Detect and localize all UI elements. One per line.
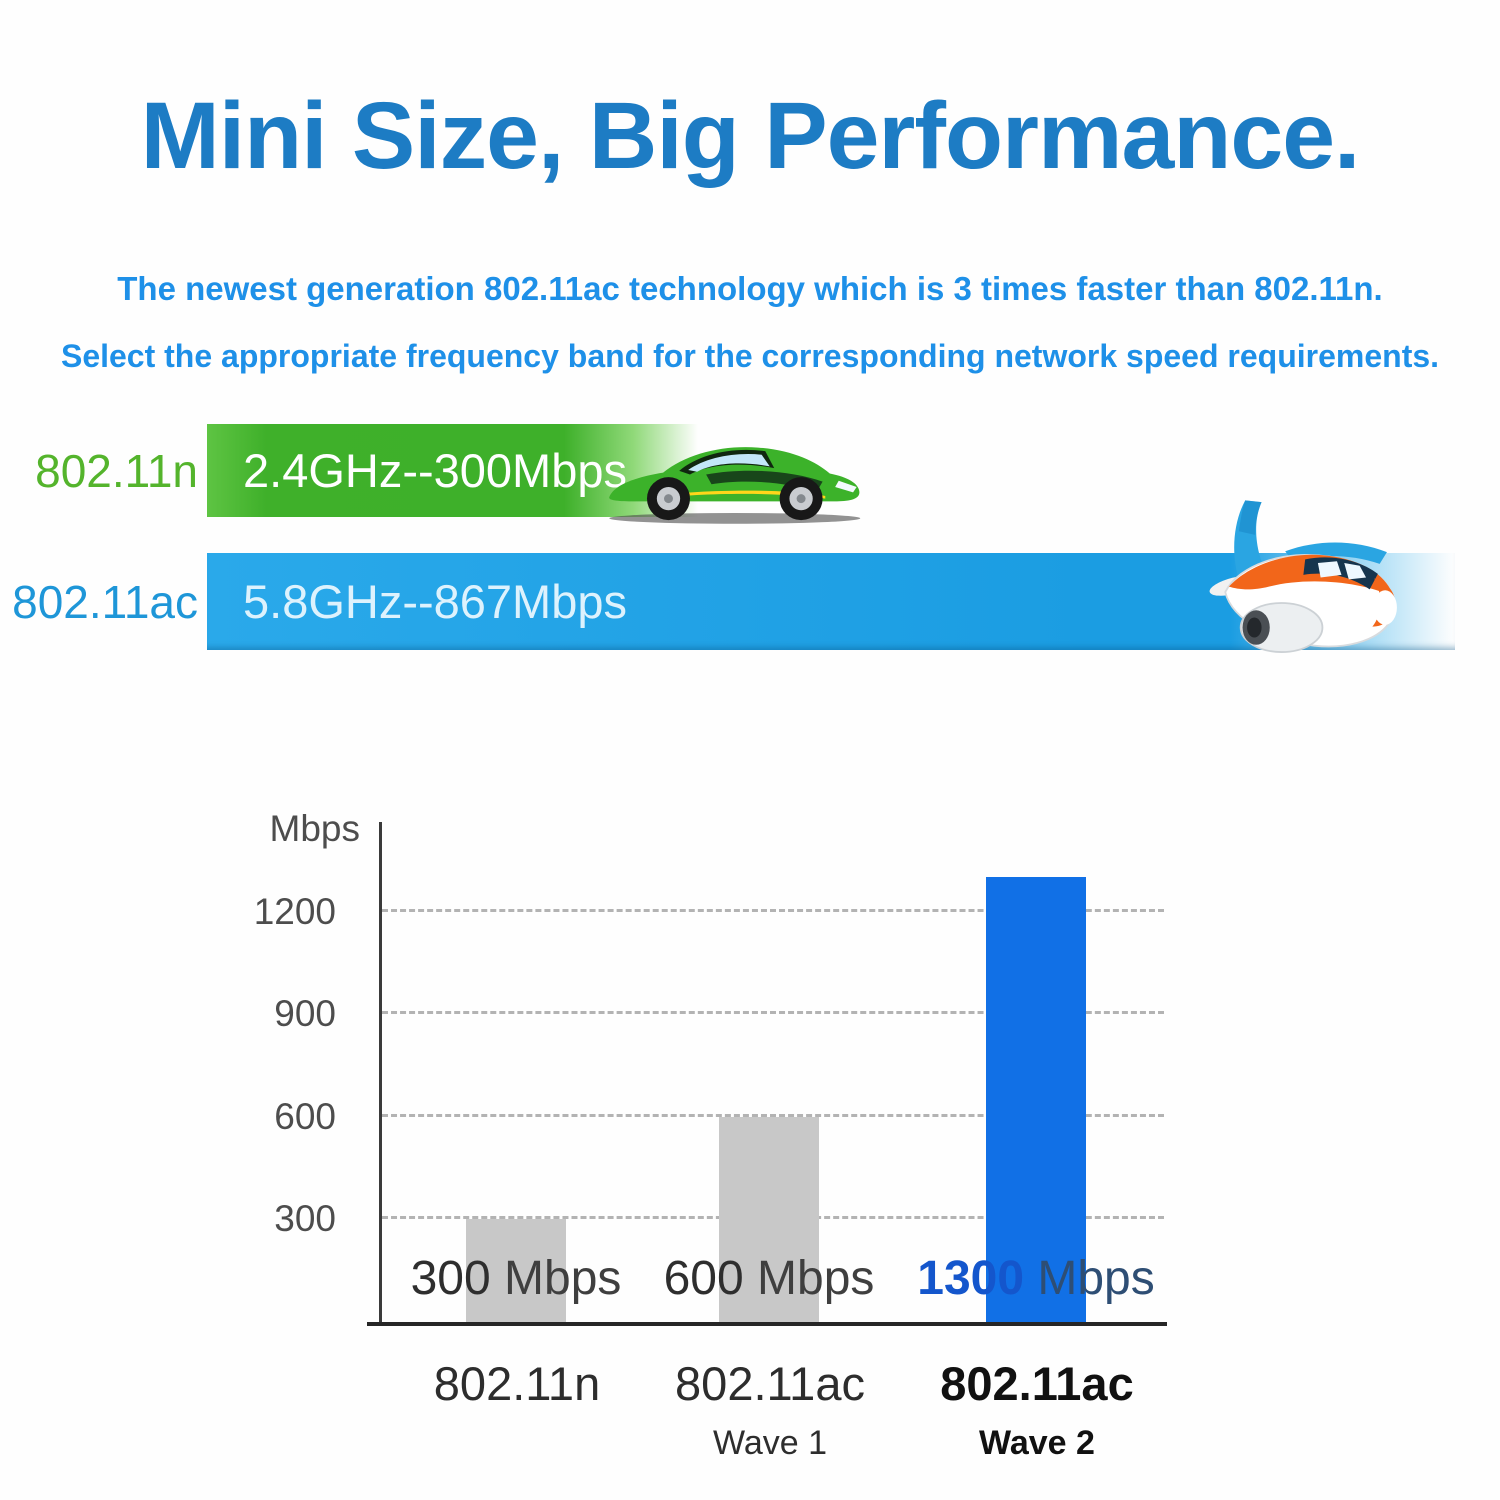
xsublabel-wave1: Wave 1 [712,1424,827,1462]
bar-80211n-rect [466,1219,566,1322]
bar-80211ac-wave2-value-label: 1300 Mbps [917,1252,1155,1305]
gridline-1200 [382,909,1164,912]
ytick-300: 300 [274,1198,336,1239]
xlabel-80211ac-wave2: 802.11ac [940,1357,1134,1410]
intro-line-1: The newest generation 802.11ac technolog… [117,270,1383,307]
chart-y-axis-line [379,822,382,1325]
chart-x-axis-line [367,1322,1167,1326]
ytick-1200: 1200 [253,891,336,932]
bar-80211ac-wave1-rect [719,1117,819,1322]
band-80211n-label: 802.11n [35,445,198,497]
xlabel-80211n: 802.11n [433,1357,601,1410]
chart-ytick-rail: 1200 900 600 300 [200,820,358,1322]
xsublabel-wave2: Wave 2 [979,1424,1095,1462]
gridline-900 [382,1011,1164,1014]
band-80211n-bar: 2.4GHz--300Mbps [207,424,703,517]
chart-y-axis-title: Mbps [269,808,360,849]
airplane-icon [1209,500,1397,653]
ytick-900: 900 [274,993,336,1034]
xlabel-80211ac-wave1: 802.11ac [675,1357,865,1410]
bar-80211n-value-label: 300 Mbps [410,1252,622,1305]
ytick-600: 600 [274,1096,336,1137]
page-title: Mini Size, Big Performance. [140,83,1361,189]
chart-plot-area: 300 Mbps 600 Mbps 1300 Mbps [382,820,1164,1322]
band-80211ac-speed-text: 5.8GHz--867Mbps [243,575,627,628]
bar-80211ac-wave2-rect [986,877,1086,1322]
sports-car-icon [609,447,861,524]
band-80211n-speed-text: 2.4GHz--300Mbps [243,444,627,497]
intro-line-2: Select the appropriate frequency band fo… [60,338,1440,374]
bar-80211ac-wave1-value-label: 600 Mbps [663,1252,875,1305]
gridline-600 [382,1114,1164,1117]
band-80211ac-label: 802.11ac [12,576,198,628]
